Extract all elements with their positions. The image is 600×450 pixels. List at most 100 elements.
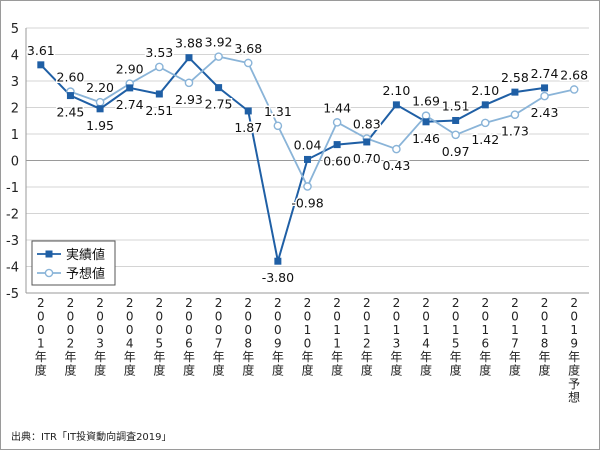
data-point — [184, 78, 194, 88]
data-point — [452, 116, 460, 124]
data-label: -0.98 — [291, 195, 323, 210]
data-label: 2.10 — [382, 83, 410, 98]
y-tick-label: -5 — [6, 287, 19, 302]
legend-marker — [45, 250, 53, 258]
data-point — [422, 118, 430, 126]
data-label: 2.51 — [145, 103, 173, 118]
data-label: 2.68 — [560, 67, 588, 82]
data-point — [66, 92, 74, 100]
data-label: 2.60 — [57, 70, 85, 85]
data-point — [392, 144, 401, 154]
x-tick-label: 2 0 0 8 年度 — [242, 296, 254, 378]
data-label: 0.04 — [294, 137, 322, 152]
data-point — [37, 61, 45, 69]
data-point — [421, 111, 431, 121]
x-tick-label: 2 0 1 2 年度 — [361, 296, 373, 378]
data-label: 2.20 — [86, 80, 114, 95]
data-label: 2.43 — [531, 105, 559, 120]
data-point — [185, 54, 193, 62]
data-point — [540, 91, 549, 101]
data-label: 2.75 — [205, 97, 233, 112]
y-axis: 5 4 3 2 1 0 -1 -2 -3 -4 -5 — [6, 22, 27, 302]
x-tick-label: 2 0 0 6 年度 — [183, 296, 195, 378]
data-point — [569, 85, 579, 94]
data-point — [451, 130, 460, 140]
y-tick-label: -2 — [6, 208, 19, 223]
data-point — [244, 107, 252, 115]
x-tick-label: 2 0 1 6 年度 — [479, 296, 491, 378]
data-label: 1.51 — [442, 98, 470, 113]
y-tick-label: 5 — [11, 22, 19, 37]
x-tick-label: 2 0 1 0 年度 — [301, 296, 313, 378]
data-label: 3.61 — [27, 43, 55, 58]
x-tick-label: 2 0 0 2 年度 — [64, 296, 76, 378]
y-tick-label: 2 — [11, 102, 19, 117]
data-point — [510, 110, 520, 119]
data-point — [126, 84, 134, 92]
y-tick-label: 3 — [11, 75, 19, 90]
y-tick-label: 1 — [11, 128, 19, 143]
data-label: 2.74 — [531, 66, 559, 81]
x-tick-label: 2 0 0 1 年度 — [35, 296, 47, 378]
data-point — [96, 105, 104, 113]
x-tick-label: 2 0 0 9 年度 — [272, 296, 284, 378]
legend-label: 実績値 — [66, 247, 105, 263]
data-label: 3.68 — [234, 41, 262, 56]
data-point — [273, 121, 283, 131]
legend-label: 予想値 — [66, 266, 105, 282]
data-point — [363, 138, 371, 146]
data-label: 1.69 — [412, 94, 440, 109]
legend-box — [31, 240, 116, 286]
data-point — [155, 62, 164, 72]
data-point — [215, 84, 223, 92]
source-note: 出典：ITR「IT投資動向調査2019」 — [11, 432, 172, 443]
x-tick-label: 2 0 1 8 年度 — [539, 296, 551, 378]
x-tick-label: 2 0 1 1 年度 — [331, 296, 343, 378]
data-label: -3.80 — [262, 270, 294, 285]
data-point — [243, 58, 253, 68]
data-point — [214, 52, 223, 61]
data-label: 1.95 — [86, 118, 114, 133]
data-label: 0.83 — [353, 117, 381, 132]
data-point — [511, 88, 519, 96]
x-tick-label: 2 0 1 9 年度予想 — [568, 296, 580, 405]
y-tick-label: -1 — [6, 181, 19, 196]
data-point — [95, 97, 105, 107]
data-label: 2.58 — [501, 70, 529, 85]
data-label: 0.97 — [442, 144, 470, 159]
series-lines — [40, 55, 575, 262]
x-tick-label: 2 0 1 3 年度 — [390, 296, 402, 378]
data-label: 1.87 — [234, 120, 262, 135]
data-label: 1.44 — [323, 100, 351, 115]
data-point — [541, 84, 549, 92]
y-tick-label: 4 — [11, 49, 19, 64]
data-point — [481, 101, 489, 109]
data-label: 1.31 — [264, 104, 292, 119]
data-label: 0.70 — [353, 151, 381, 166]
data-label: 2.90 — [116, 62, 144, 77]
data-label: 0.60 — [323, 154, 351, 169]
series-line — [70, 55, 575, 189]
data-point — [155, 90, 163, 98]
x-tick-label: 2 0 1 7 年度 — [509, 296, 521, 378]
data-label: 2.45 — [57, 105, 85, 120]
data-point — [480, 118, 490, 128]
data-label: 2.93 — [175, 92, 203, 107]
x-tick-label: 2 0 0 4 年度 — [124, 296, 136, 378]
data-label: 1.46 — [412, 131, 440, 146]
series-line — [40, 56, 545, 262]
data-label: 2.10 — [471, 83, 499, 98]
data-point — [304, 155, 311, 163]
y-tick-label: -4 — [6, 261, 19, 276]
data-point — [333, 141, 341, 149]
data-label: 3.53 — [145, 45, 173, 60]
data-label: 1.73 — [501, 124, 529, 139]
data-labels: 3.612.451.952.74 2.513.882.751.87-3.800.0… — [25, 33, 589, 287]
data-label: 2.74 — [116, 97, 144, 112]
y-tick-label: 0 — [11, 155, 19, 170]
data-label: 0.43 — [382, 158, 410, 173]
x-tick-label: 2 0 1 4 年度 — [420, 296, 432, 378]
